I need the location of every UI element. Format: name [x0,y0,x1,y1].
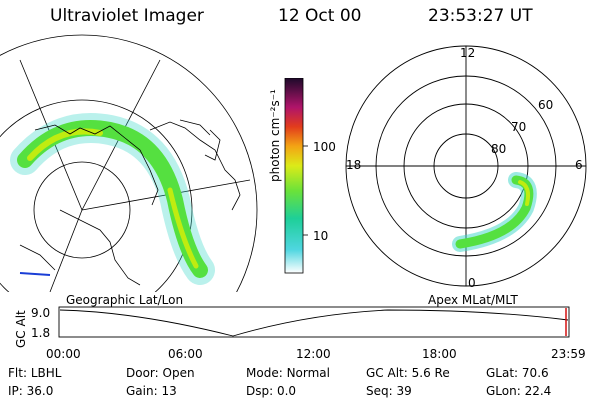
info-gain: Gain: 13 [126,384,177,398]
polar-mlat-mlt-plot [345,45,587,287]
colorbar-tick-10: 10 [313,229,329,243]
info-glat: GLat: 70.6 [486,366,549,380]
info-mode: Mode: Normal [246,366,330,380]
time-tick-1200: 12:00 [296,347,331,361]
time-label: 23:53:27 UT [428,6,533,26]
mlt-label-12: 12 [460,46,476,60]
info-door: Door: Open [126,366,195,380]
time-tick-2359: 23:59 [551,347,586,361]
date-label: 12 Oct 00 [278,6,362,26]
time-tick-0000: 00:00 [46,347,81,361]
lat-label-60: 60 [538,98,554,112]
colorbar [284,78,308,274]
info-ip: IP: 36.0 [8,384,54,398]
info-gc-alt: GC Alt: 5.6 Re [366,366,450,380]
gc-altitude-plot [58,306,570,338]
colorbar-tick-100: 100 [313,140,336,154]
gc-alt-ytick-1_8: 1.8 [31,326,51,340]
aurora-oval-polar [452,172,537,252]
info-dsp: Dsp: 0.0 [246,384,297,398]
lat-label-80: 80 [491,142,507,156]
gc-alt-ytick-9: 9.0 [31,306,51,320]
mlt-label-18: 18 [346,158,362,172]
aurora-oval-geo [10,113,215,285]
mlt-label-0: 0 [468,276,476,290]
info-filter: Flt: LBHL [8,366,62,380]
colorbar-unit-label: photon cm⁻²s⁻¹ [268,89,282,182]
mlt-label-6: 6 [575,158,583,172]
instrument-title: Ultraviolet Imager [50,6,204,26]
lat-label-70: 70 [511,120,527,134]
time-tick-1800: 18:00 [422,347,457,361]
geo-latlon-label: Geographic Lat/Lon [66,293,184,307]
geographic-auroral-image [0,34,258,292]
time-tick-0600: 06:00 [168,347,203,361]
info-glon: GLon: 22.4 [486,384,552,398]
gc-alt-ylabel: GC Alt [14,310,28,348]
info-seq: Seq: 39 [366,384,412,398]
coastlines [19,119,241,286]
apex-mlat-mlt-label: Apex MLat/MLT [428,293,518,307]
